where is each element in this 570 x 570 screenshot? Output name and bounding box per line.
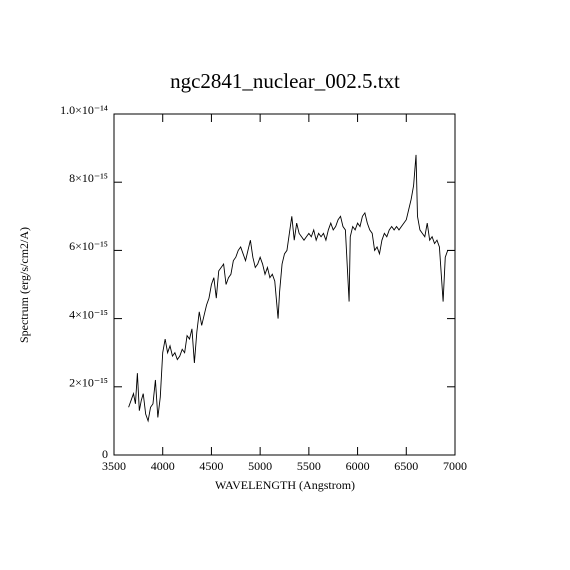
y-tick-label: 0 (102, 447, 108, 461)
x-tick-label: 5000 (248, 459, 272, 473)
chart-title: ngc2841_nuclear_002.5.txt (170, 69, 400, 93)
y-tick-label: 1.0×10⁻¹⁴ (60, 103, 108, 117)
x-tick-label: 6500 (394, 459, 418, 473)
y-tick-label: 2×10⁻¹⁵ (69, 376, 108, 390)
x-axis-label: WAVELENGTH (Angstrom) (215, 478, 355, 492)
y-tick-label: 4×10⁻¹⁵ (69, 307, 108, 321)
y-tick-label: 8×10⁻¹⁵ (69, 171, 108, 185)
x-tick-label: 3500 (102, 459, 126, 473)
x-tick-label: 7000 (443, 459, 467, 473)
y-axis-label: Spectrum (erg/s/cm2/A) (17, 227, 31, 343)
y-tick-label: 6×10⁻¹⁵ (69, 239, 108, 253)
x-tick-label: 4500 (199, 459, 223, 473)
spectrum-line (128, 154, 455, 423)
x-tick-label: 5500 (297, 459, 321, 473)
x-tick-label: 6000 (346, 459, 370, 473)
x-tick-label: 4000 (151, 459, 175, 473)
plot-frame (113, 113, 456, 456)
